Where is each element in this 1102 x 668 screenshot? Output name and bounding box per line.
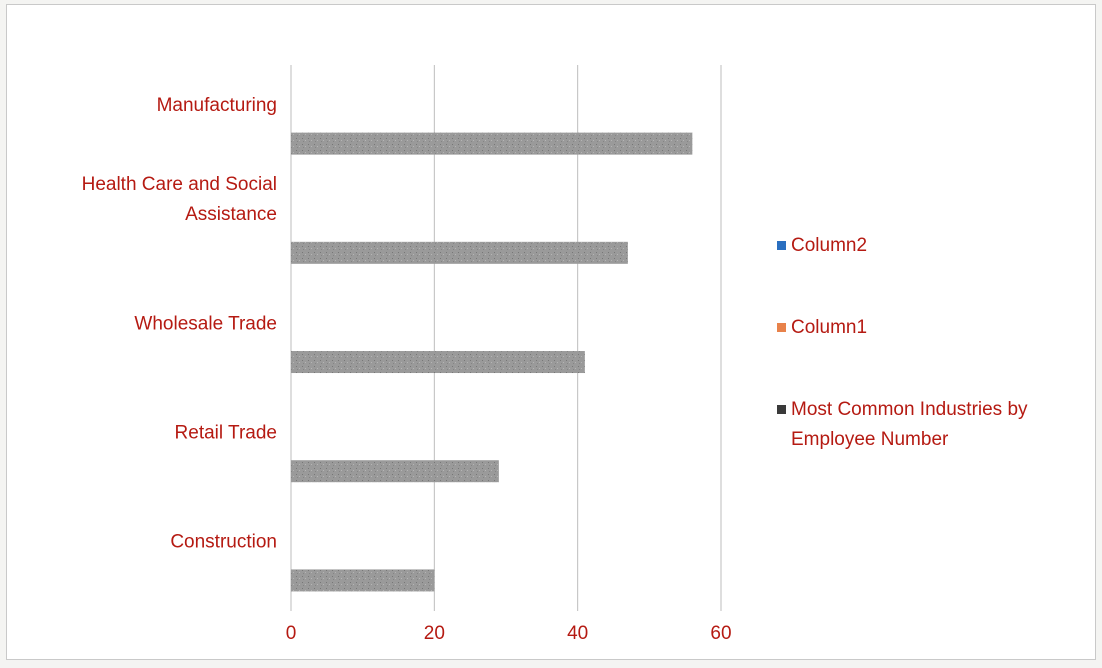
category-label: Retail Trade — [175, 422, 277, 443]
legend-swatch — [777, 323, 786, 332]
category-label: Wholesale Trade — [134, 313, 277, 334]
legend-label: Column2 — [791, 235, 867, 256]
category-label: Assistance — [185, 204, 277, 225]
bar — [291, 132, 693, 155]
x-tick-label: 40 — [567, 623, 588, 644]
category-label: Manufacturing — [157, 95, 277, 116]
chart-frame: 0 20 40 60 Construction Retail Trade Wholesale… — [6, 4, 1096, 660]
x-tick-label: 60 — [710, 623, 731, 644]
bar — [291, 569, 435, 592]
legend-label: Employee Number — [791, 429, 949, 450]
legend-label: Column1 — [791, 317, 867, 338]
legend-swatch — [777, 405, 786, 414]
x-tick-label: 0 — [286, 623, 297, 644]
x-tick-label: 20 — [424, 623, 445, 644]
bar — [291, 351, 585, 374]
bar — [291, 241, 628, 264]
legend-swatch — [777, 241, 786, 250]
category-label: Construction — [170, 532, 277, 553]
legend-label: Most Common Industries by — [791, 399, 1028, 420]
bar-chart: 0 20 40 60 Construction Retail Trade Wholesale… — [82, 65, 1028, 644]
category-label: Health Care and Social — [82, 174, 277, 195]
bar — [291, 460, 499, 483]
